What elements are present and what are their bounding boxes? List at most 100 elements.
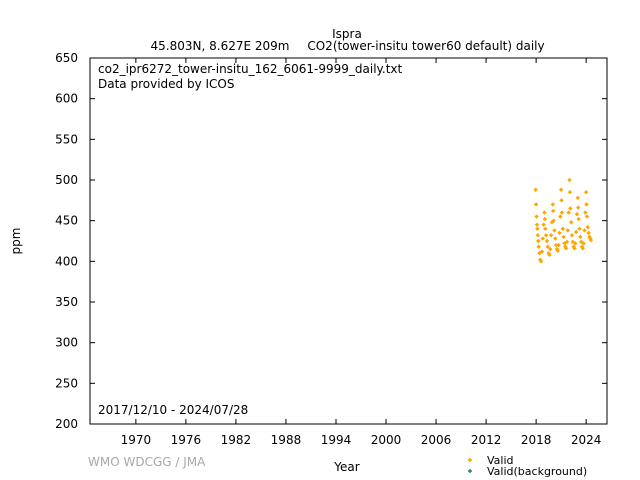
data-points xyxy=(533,177,594,264)
legend-label-valid-background: Valid(background) xyxy=(487,465,587,478)
data-point-valid xyxy=(539,249,545,254)
data-point-valid xyxy=(578,234,583,240)
data-point-valid xyxy=(553,236,558,241)
chart-title: Ispra xyxy=(332,27,362,41)
y-tick-label: 200 xyxy=(55,417,78,431)
data-point-valid xyxy=(535,226,540,231)
x-tick-label: 2024 xyxy=(571,433,602,447)
data-point-valid xyxy=(580,246,586,251)
x-tick-label: 1970 xyxy=(121,433,152,447)
plot-area xyxy=(89,57,608,425)
data-point-valid xyxy=(545,244,550,249)
data-point-valid xyxy=(558,187,564,192)
y-tick-label: 350 xyxy=(55,295,78,309)
data-point-valid xyxy=(548,246,553,252)
data-point-valid xyxy=(550,202,555,207)
data-point-valid xyxy=(534,214,539,219)
data-point-valid xyxy=(548,233,554,238)
data-point-valid xyxy=(540,236,545,241)
data-point-valid xyxy=(568,206,573,211)
data-point-valid xyxy=(565,228,571,233)
data-point-valid xyxy=(575,195,581,201)
data-point-valid xyxy=(582,228,587,233)
y-tick-label: 650 xyxy=(55,51,78,65)
data-point-valid xyxy=(588,237,594,243)
x-tick-label: 2006 xyxy=(421,433,452,447)
data-point-valid xyxy=(536,244,541,249)
data-point-valid xyxy=(585,224,591,230)
y-tick-label: 250 xyxy=(55,376,78,390)
data-point-valid xyxy=(536,238,541,244)
data-point-valid xyxy=(535,233,540,238)
data-point-valid xyxy=(564,239,570,245)
data-point-valid xyxy=(563,246,569,251)
data-point-valid xyxy=(556,242,561,248)
data-point-valid xyxy=(587,234,592,240)
data-point-valid xyxy=(577,226,582,231)
data-point-valid xyxy=(544,238,550,244)
credit-text: WMO WDCGG / JMA xyxy=(88,455,206,469)
data-point-valid xyxy=(549,220,555,225)
data-point-valid xyxy=(553,242,559,248)
provider-annotation: Data provided by ICOS xyxy=(98,77,234,91)
data-point-valid xyxy=(561,234,566,240)
x-tick-label: 1976 xyxy=(171,433,202,447)
data-point-valid xyxy=(572,246,577,251)
date-range-annotation: 2017/12/10 - 2024/07/28 xyxy=(98,403,248,417)
y-tick-label: 400 xyxy=(55,254,78,268)
data-point-valid xyxy=(554,246,560,252)
data-point-valid xyxy=(573,241,578,246)
data-point-valid xyxy=(584,214,590,219)
data-point-valid xyxy=(551,218,556,223)
data-point-valid xyxy=(567,190,573,195)
x-tick-label: 2000 xyxy=(371,433,402,447)
y-tick-label: 450 xyxy=(55,214,78,228)
y-tick-label: 300 xyxy=(55,336,78,350)
data-point-valid xyxy=(543,233,549,238)
data-point-valid xyxy=(562,241,567,246)
data-point-valid xyxy=(576,205,581,210)
file-name-annotation: co2_ipr6272_tower-insitu_162_6061-9999_d… xyxy=(98,62,403,76)
data-point-valid xyxy=(542,216,548,222)
y-tick-label: 550 xyxy=(55,132,78,146)
data-point-valid xyxy=(584,202,589,207)
x-axis-label: Year xyxy=(333,460,359,474)
data-point-valid xyxy=(569,233,575,238)
legend-marker-valid-background xyxy=(467,468,473,474)
data-point-valid xyxy=(555,248,561,253)
data-point-valid xyxy=(533,202,539,207)
data-point-valid xyxy=(576,216,581,222)
data-point-valid xyxy=(573,229,579,235)
chart-subtitle-location: 45.803N, 8.627E 209m xyxy=(151,39,290,53)
data-point-valid xyxy=(543,226,548,231)
data-point-valid xyxy=(583,190,589,195)
data-point-valid xyxy=(538,259,544,264)
data-point-valid xyxy=(558,214,563,219)
data-point-valid xyxy=(541,222,546,227)
data-point-valid xyxy=(567,177,572,183)
data-point-valid xyxy=(581,241,586,246)
data-point-valid xyxy=(534,222,540,227)
data-point-valid xyxy=(557,230,562,236)
data-point-valid xyxy=(586,230,591,236)
data-point-valid xyxy=(571,244,576,249)
data-point-valid xyxy=(559,210,565,215)
x-tick-label: 1988 xyxy=(271,433,302,447)
data-point-valid xyxy=(574,211,580,217)
y-tick-label: 500 xyxy=(55,173,78,187)
data-point-valid xyxy=(551,208,556,214)
data-point-valid xyxy=(583,210,588,215)
data-point-valid xyxy=(547,252,552,258)
data-point-valid xyxy=(560,226,566,231)
y-axis-label: ppm xyxy=(9,228,23,255)
x-tick-label: 1982 xyxy=(221,433,252,447)
x-axis: 1970 1976 1982 1988 1994 2000 2006 2012 2018 2024 xyxy=(121,58,602,447)
data-point-valid xyxy=(563,244,568,249)
legend-marker-valid xyxy=(467,457,473,463)
y-axis: 200 250 300 350 400 450 500 550 600 650 xyxy=(55,51,607,431)
data-point-valid xyxy=(568,220,574,225)
data-point-valid xyxy=(542,210,547,215)
data-point-valid xyxy=(533,187,538,192)
x-tick-label: 1994 xyxy=(321,433,352,447)
